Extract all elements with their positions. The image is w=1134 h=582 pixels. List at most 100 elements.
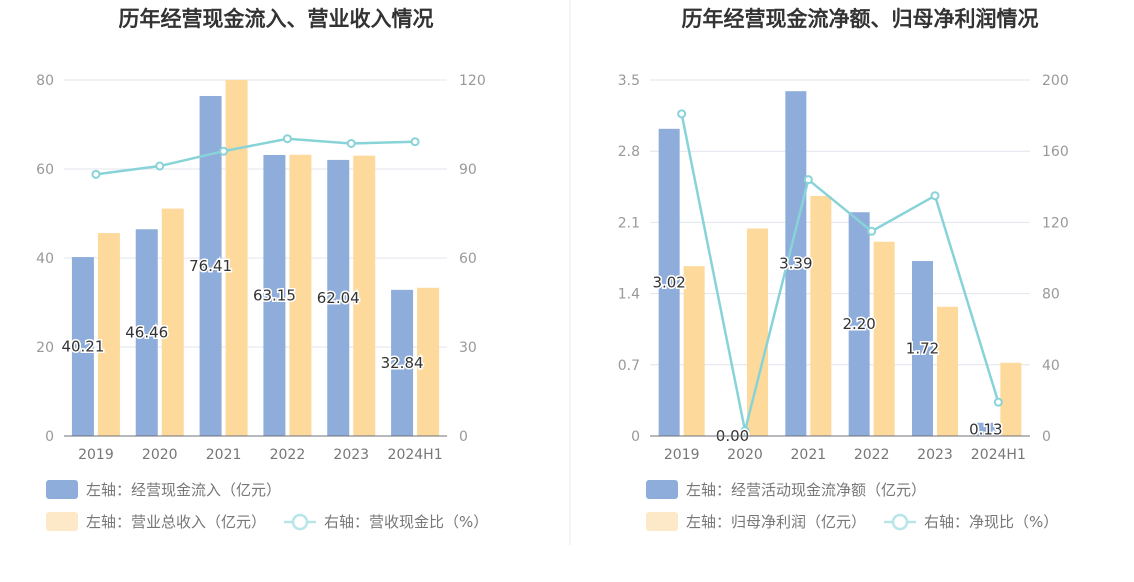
- right-tick-label: 40: [1042, 358, 1060, 374]
- legend-swatch: [46, 480, 78, 499]
- right-tick-label: 200: [1042, 73, 1069, 89]
- ratio-line-path: [680, 113, 1000, 431]
- left-tick-label: 40: [36, 251, 54, 267]
- x-tick-label: 2020: [727, 447, 763, 463]
- bar-secondary[interactable]: [937, 306, 958, 436]
- legend-item[interactable]: 右轴：净现比（%）: [884, 513, 1058, 531]
- bar-secondary[interactable]: [353, 155, 376, 436]
- ratio-point[interactable]: [867, 226, 877, 236]
- chart-title: 历年经营现金流入、营业收入情况: [119, 7, 434, 31]
- bar-secondary[interactable]: [289, 154, 312, 436]
- data-label: 0.13: [969, 420, 1002, 438]
- right-tick-label: 90: [459, 162, 477, 178]
- data-label: 76.41: [189, 257, 232, 275]
- left-tick-label: 1.4: [618, 287, 640, 303]
- bar-primary[interactable]: [327, 159, 350, 436]
- x-tick-label: 2019: [78, 447, 114, 463]
- ratio-point[interactable]: [930, 191, 940, 201]
- legend-label: 左轴：经营活动现金流净额（亿元）: [686, 481, 926, 499]
- x-tick-label: 2019: [664, 447, 700, 463]
- bar-secondary[interactable]: [161, 208, 184, 436]
- bar-primary[interactable]: [199, 95, 222, 437]
- data-label: 3.02: [652, 273, 685, 291]
- x-tick-label: 2021: [791, 447, 827, 463]
- bar-secondary[interactable]: [225, 80, 248, 436]
- x-tick-label: 2023: [333, 447, 369, 463]
- right-tick-label: 30: [459, 340, 477, 356]
- bar-secondary[interactable]: [873, 241, 895, 436]
- bar-primary[interactable]: [848, 212, 870, 436]
- bar-secondary[interactable]: [810, 195, 832, 436]
- data-label: 62.04: [317, 289, 360, 307]
- right-tick-label: 80: [1042, 287, 1060, 303]
- ratio-point[interactable]: [740, 426, 750, 436]
- chart-title: 历年经营现金流净额、归母净利润情况: [682, 7, 1039, 31]
- bar-secondary[interactable]: [417, 287, 440, 436]
- ratio-point[interactable]: [155, 161, 165, 171]
- legend-label: 左轴：归母净利润（亿元）: [686, 513, 866, 531]
- legend-marker: [291, 513, 309, 531]
- right-axis-ticks: 0 40 80 120 160 200: [1042, 73, 1069, 445]
- x-tick-label: 2022: [854, 447, 890, 463]
- data-label: 46.46: [125, 324, 168, 342]
- right-tick-label: 60: [459, 251, 477, 267]
- bar-secondary[interactable]: [747, 228, 768, 436]
- legend-marker: [891, 513, 909, 531]
- left-tick-label: 0: [631, 429, 640, 445]
- data-labels: 40.21 46.46 76.41 63.15 62.04 32.84: [60, 255, 425, 373]
- ratio-line: [677, 109, 1003, 436]
- right-tick-label: 120: [1042, 215, 1069, 231]
- ratio-point[interactable]: [91, 169, 101, 179]
- ratio-point[interactable]: [219, 146, 229, 156]
- legend-swatch: [646, 512, 678, 531]
- data-label: 40.21: [61, 338, 104, 356]
- legend[interactable]: 左轴：经营现金流入（亿元） 左轴：营业总收入（亿元） 右轴：营收现金比（%）: [46, 480, 488, 531]
- left-tick-label: 2.1: [618, 215, 640, 231]
- ratio-point[interactable]: [803, 175, 813, 185]
- x-tick-label: 2023: [917, 447, 953, 463]
- legend-label: 左轴：营业总收入（亿元）: [86, 513, 266, 531]
- left-tick-label: 2.8: [618, 144, 640, 160]
- bar-primary[interactable]: [658, 128, 680, 436]
- bars: [71, 80, 440, 437]
- left-tick-label: 20: [36, 340, 54, 356]
- bar-secondary[interactable]: [97, 233, 120, 436]
- ratio-point[interactable]: [282, 134, 292, 144]
- legend-item[interactable]: 左轴：营业总收入（亿元）: [46, 512, 266, 531]
- ratio-point[interactable]: [346, 138, 356, 148]
- bar-primary[interactable]: [785, 91, 807, 436]
- ratio-line: [91, 134, 420, 179]
- legend-item[interactable]: 左轴：经营活动现金流净额（亿元）: [646, 480, 926, 499]
- right-tick-label: 0: [1042, 429, 1051, 445]
- left-axis-ticks: 0 20 40 60 80: [36, 73, 54, 445]
- right-axis-ticks: 0 30 60 90 120: [459, 73, 486, 445]
- legend-item[interactable]: 左轴：经营现金流入（亿元）: [46, 480, 281, 499]
- legend-label: 左轴：经营现金流入（亿元）: [86, 481, 281, 499]
- right-tick-label: 0: [459, 429, 468, 445]
- legend-swatch: [46, 512, 78, 531]
- bar-secondary[interactable]: [1000, 362, 1022, 436]
- bar-primary[interactable]: [912, 261, 933, 436]
- ratio-point[interactable]: [993, 397, 1003, 407]
- bar-primary[interactable]: [71, 257, 94, 436]
- right-tick-label: 160: [1042, 144, 1069, 160]
- chart-left: 历年经营现金流入、营业收入情况 0 20 40 60 80 0 30 60 90 120 40.…: [36, 7, 488, 531]
- legend-label: 右轴：净现比（%）: [924, 513, 1058, 531]
- legend-item[interactable]: 左轴：归母净利润（亿元）: [646, 512, 866, 531]
- bar-primary[interactable]: [975, 422, 997, 436]
- bar-primary[interactable]: [391, 289, 414, 436]
- data-labels: 3.020.003.392.201.720.13: [651, 253, 1004, 446]
- bar-primary[interactable]: [135, 229, 158, 436]
- legend[interactable]: 左轴：经营活动现金流净额（亿元） 左轴：归母净利润（亿元） 右轴：净现比（%）: [646, 480, 1058, 531]
- x-tick-label: 2024H1: [971, 447, 1026, 463]
- ratio-point[interactable]: [410, 137, 420, 147]
- x-tick-label: 2021: [206, 447, 242, 463]
- x-tick-label: 2022: [270, 447, 306, 463]
- left-tick-label: 60: [36, 162, 54, 178]
- legend-item[interactable]: 右轴：营收现金比（%）: [284, 513, 488, 531]
- legend-label: 右轴：营收现金比（%）: [324, 513, 488, 531]
- bar-secondary[interactable]: [683, 266, 705, 436]
- bar-primary[interactable]: [263, 154, 286, 437]
- ratio-point[interactable]: [677, 109, 687, 119]
